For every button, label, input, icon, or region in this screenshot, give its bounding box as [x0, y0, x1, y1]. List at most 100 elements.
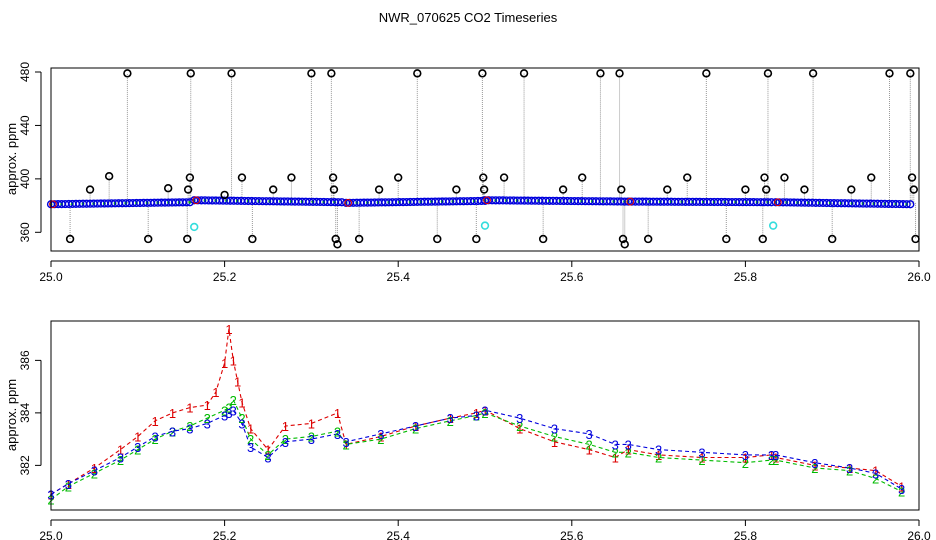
top-outlier-point: [65, 234, 75, 244]
top-outlier-point: [909, 185, 918, 194]
bottom-series-1-marker: 1: [91, 461, 98, 476]
bottom-series-3-marker: 3: [377, 427, 384, 442]
bottom-series-2-marker: 2: [742, 456, 749, 471]
top-outlier-point: [220, 190, 229, 200]
top-outlier-point: [906, 69, 915, 78]
bottom-series-1-marker: 1: [898, 479, 905, 494]
top-outlier-point: [808, 69, 818, 78]
bottom-x-tick-label: 25.8: [734, 529, 758, 540]
bottom-series-2-marker: 2: [377, 432, 384, 447]
bottom-series-1-marker: 1: [586, 443, 593, 458]
top-outlier-point: [702, 69, 711, 78]
bottom-series-3-marker: 3: [586, 427, 593, 442]
top-outlier-point: [374, 185, 384, 194]
bottom-series-1-marker: 1: [221, 356, 228, 371]
top-baseline-point-red: [773, 198, 782, 207]
top-plot-frame: [50, 67, 920, 252]
bottom-series-2-marker: 2: [152, 432, 159, 447]
bottom-series-3-marker: 3: [473, 409, 480, 424]
top-outlier-point: [183, 185, 193, 194]
bottom-series-1-marker: 1: [551, 435, 558, 450]
top-outlier-point: [433, 234, 442, 244]
bottom-series-3-marker: 3: [551, 422, 558, 437]
bottom-series-1-marker: 1: [334, 406, 341, 421]
top-outlier-point: [596, 69, 605, 78]
top-baseline-point: [902, 200, 911, 209]
bottom-series-2-marker: 2: [230, 393, 237, 408]
top-baseline-point-red: [192, 196, 201, 205]
top-x-tick-label: 26.0: [907, 270, 931, 284]
bottom-series-2-marker: 2: [898, 485, 905, 500]
bottom-series-2-marker: 2: [238, 411, 245, 426]
top-outlier-point: [452, 185, 461, 194]
top-y-tick-label: 440: [18, 115, 32, 135]
top-outlier-point: [269, 185, 278, 194]
bottom-series-1-marker: 1: [152, 414, 159, 429]
bottom-series-1-line: [50, 328, 902, 495]
top-y-axis-label: approx. ppm: [4, 123, 19, 195]
bottom-series-3-marker: 3: [225, 406, 232, 421]
top-cyan-point: [768, 221, 778, 230]
bottom-series-1-marker: 1: [247, 422, 254, 437]
top-outlier-point: [331, 234, 340, 244]
bottom-series-2-marker: 2: [282, 432, 289, 447]
bottom-series-2-marker: 2: [698, 453, 705, 468]
bottom-series-3-marker: 3: [772, 448, 779, 463]
bottom-series-1-marker: 1: [625, 443, 632, 458]
top-baseline-point-red: [344, 199, 353, 207]
bottom-series-2-marker: 2: [186, 419, 193, 434]
bottom-series-3-marker: 3: [230, 403, 237, 418]
bottom-series-3-marker: 3: [481, 403, 488, 418]
top-outlier-point: [885, 69, 894, 78]
top-outlier-point: [827, 234, 837, 244]
top-baseline-point-red: [483, 196, 491, 205]
top-outlier-point: [760, 173, 769, 182]
top-outlier-point: [479, 173, 488, 182]
top-x-tick-label: 25.8: [734, 270, 758, 284]
bottom-series-2-marker: 2: [625, 445, 632, 460]
top-outlier-point: [472, 234, 481, 244]
bottom-series-1-marker: 1: [234, 374, 241, 389]
top-baseline-point: [334, 198, 343, 207]
top-outlier-point: [800, 185, 809, 194]
bottom-series-2-marker: 2: [334, 424, 341, 439]
bottom-series-1-marker: 1: [225, 322, 232, 337]
top-outlier-point: [538, 234, 548, 244]
bottom-series-3-marker: 3: [698, 445, 705, 460]
bottom-series-2-marker: 2: [612, 445, 619, 460]
bottom-series-2-marker: 2: [117, 453, 124, 468]
bottom-series-3-marker: 3: [334, 427, 341, 442]
top-x-tick-label: 25.0: [39, 270, 63, 284]
bottom-series-1-marker: 1: [186, 401, 193, 416]
bottom-series-2-marker: 2: [204, 411, 211, 426]
bottom-series-3-marker: 3: [134, 440, 141, 455]
bottom-x-tick-label: 25.4: [387, 529, 411, 540]
bottom-series-2-marker: 2: [772, 453, 779, 468]
top-outlier-point: [683, 173, 692, 182]
top-panel: 25.0 25.2 25.4 25.6 25.8 26.0 360 400 440 480 app…: [4, 62, 931, 284]
top-outlier-point: [354, 234, 364, 244]
bottom-series-3-marker: 3: [152, 430, 159, 445]
bottom-series-3-marker: 3: [516, 411, 523, 426]
top-outlier-point: [413, 69, 422, 78]
top-outlier-point: [478, 69, 487, 78]
bottom-series-3-marker: 3: [186, 422, 193, 437]
top-cyan-point: [190, 222, 199, 232]
bottom-series-1-marker: 1: [811, 458, 818, 473]
bottom-x-tick-label: 26.0: [907, 529, 931, 540]
top-outlier-point: [911, 234, 920, 244]
bottom-series-1-marker: 1: [282, 419, 289, 434]
top-cyan-point: [480, 221, 490, 230]
bottom-series-3-marker: 3: [65, 477, 72, 492]
bottom-series-2-marker: 2: [872, 472, 879, 487]
bottom-series-1-marker: 1: [698, 451, 705, 466]
bottom-series-3-marker: 3: [264, 451, 271, 466]
bottom-series-1-marker: 1: [481, 403, 488, 418]
bottom-series-1-marker: 1: [204, 398, 211, 413]
bottom-series-1-marker: 1: [238, 395, 245, 410]
top-outlier-point: [327, 69, 336, 78]
top-outlier-point: [85, 185, 95, 194]
bottom-series-2-marker: 2: [91, 466, 98, 481]
top-outlier-point: [394, 173, 403, 182]
bottom-series-1-marker: 1: [412, 419, 419, 434]
